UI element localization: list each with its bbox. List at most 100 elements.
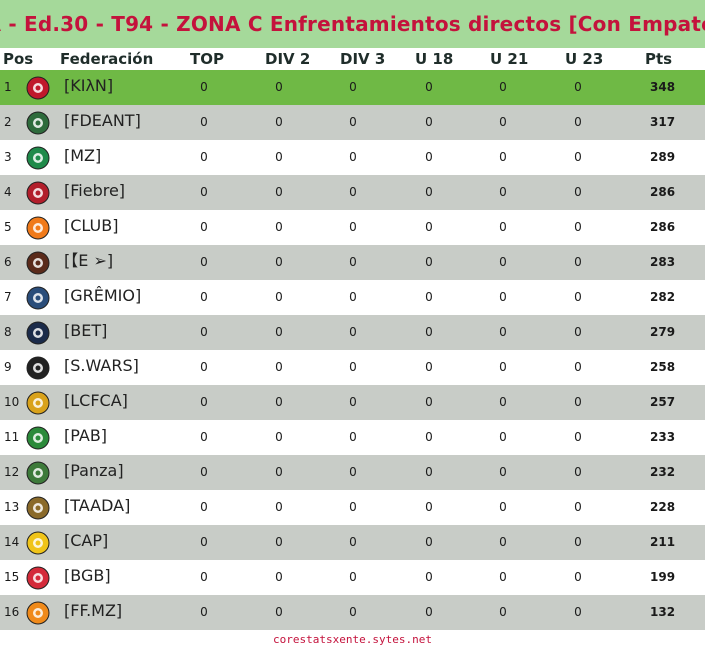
row-u21: 0 [499, 115, 507, 129]
row-federation: [CLUB] [64, 216, 119, 235]
row-federation: [Fiebre] [64, 181, 126, 200]
row-div3: 0 [349, 115, 357, 129]
table-row[interactable]: 10 [LCFCA] 0 0 0 0 0 0 257 [0, 385, 705, 420]
header-pos: Pos [3, 50, 34, 68]
row-position: 9 [4, 360, 12, 374]
row-top: 0 [200, 395, 208, 409]
row-position: 11 [4, 430, 20, 444]
row-u23: 0 [574, 255, 582, 269]
row-position: 6 [4, 255, 12, 269]
row-u21: 0 [499, 605, 507, 619]
row-div2: 0 [275, 500, 283, 514]
table-row[interactable]: 3 [MZ] 0 0 0 0 0 0 289 [0, 140, 705, 175]
row-div3: 0 [349, 360, 357, 374]
row-u18: 0 [425, 115, 433, 129]
table-row[interactable]: 5 [CLUB] 0 0 0 0 0 0 286 [0, 210, 705, 245]
header-pts: Pts [645, 50, 673, 68]
row-points: 232 [650, 465, 676, 479]
row-u21: 0 [499, 465, 507, 479]
table-row[interactable]: 16 [FF.MZ] 0 0 0 0 0 0 132 [0, 595, 705, 630]
row-top: 0 [200, 325, 208, 339]
red-ball-icon [26, 181, 50, 205]
phoenix-icon [26, 601, 50, 625]
row-u21: 0 [499, 255, 507, 269]
row-div3: 0 [349, 290, 357, 304]
table-row[interactable]: 12 [Panza] 0 0 0 0 0 0 232 [0, 455, 705, 490]
row-u18: 0 [425, 360, 433, 374]
row-u23: 0 [574, 605, 582, 619]
row-u21: 0 [499, 570, 507, 584]
row-u21: 0 [499, 220, 507, 234]
row-u21: 0 [499, 290, 507, 304]
row-u18: 0 [425, 80, 433, 94]
trooper-icon [26, 356, 50, 380]
row-u23: 0 [574, 465, 582, 479]
row-federation: [FF.MZ] [64, 601, 123, 620]
row-federation: [GRÊMIO] [64, 286, 142, 305]
table-header: Pos Federación TOP DIV 2 DIV 3 U 18 U 21… [0, 48, 705, 70]
row-u23: 0 [574, 185, 582, 199]
row-div2: 0 [275, 80, 283, 94]
row-u18: 0 [425, 605, 433, 619]
gold-shield-icon [26, 391, 50, 415]
row-u21: 0 [499, 150, 507, 164]
table-row[interactable]: 6 [【E ➢] 0 0 0 0 0 0 283 [0, 245, 705, 280]
row-top: 0 [200, 115, 208, 129]
striped-shield-icon [26, 531, 50, 555]
row-u23: 0 [574, 290, 582, 304]
row-u23: 0 [574, 570, 582, 584]
row-u18: 0 [425, 255, 433, 269]
row-points: 228 [650, 500, 676, 514]
row-div3: 0 [349, 430, 357, 444]
row-points: 317 [650, 115, 676, 129]
header-federacion: Federación [60, 50, 154, 68]
green-badge-icon [26, 461, 50, 485]
row-u21: 0 [499, 395, 507, 409]
row-u23: 0 [574, 150, 582, 164]
row-u18: 0 [425, 150, 433, 164]
row-u21: 0 [499, 430, 507, 444]
row-top: 0 [200, 255, 208, 269]
page-title: DA - Ed.30 - T94 - ZONA C Enfrentamiento… [0, 12, 705, 36]
row-div3: 0 [349, 535, 357, 549]
row-u21: 0 [499, 360, 507, 374]
row-div3: 0 [349, 465, 357, 479]
row-top: 0 [200, 465, 208, 479]
header-top: TOP [190, 50, 224, 68]
table-row[interactable]: 9 [S.WARS] 0 0 0 0 0 0 258 [0, 350, 705, 385]
row-points: 289 [650, 150, 676, 164]
row-u23: 0 [574, 220, 582, 234]
row-u21: 0 [499, 325, 507, 339]
table-row[interactable]: 1 [ΚΙλΝ] 0 0 0 0 0 0 348 [0, 70, 705, 105]
navy-badge-icon [26, 321, 50, 345]
table-row[interactable]: 15 [BGB] 0 0 0 0 0 0 199 [0, 560, 705, 595]
row-top: 0 [200, 150, 208, 164]
row-position: 2 [4, 115, 12, 129]
row-div2: 0 [275, 290, 283, 304]
row-position: 7 [4, 290, 12, 304]
row-u18: 0 [425, 220, 433, 234]
row-u23: 0 [574, 360, 582, 374]
row-top: 0 [200, 605, 208, 619]
row-u21: 0 [499, 500, 507, 514]
table-row[interactable]: 13 [TAADA] 0 0 0 0 0 0 228 [0, 490, 705, 525]
table-row[interactable]: 11 [PAB] 0 0 0 0 0 0 233 [0, 420, 705, 455]
row-federation: [CAP] [64, 531, 109, 550]
table-row[interactable]: 7 [GRÊMIO] 0 0 0 0 0 0 282 [0, 280, 705, 315]
green-diamond-icon [26, 146, 50, 170]
table-row[interactable]: 8 [BET] 0 0 0 0 0 0 279 [0, 315, 705, 350]
green-shield-icon [26, 111, 50, 135]
row-div2: 0 [275, 570, 283, 584]
row-position: 13 [4, 500, 20, 514]
row-position: 1 [4, 80, 12, 94]
table-row[interactable]: 14 [CAP] 0 0 0 0 0 0 211 [0, 525, 705, 560]
table-row[interactable]: 4 [Fiebre] 0 0 0 0 0 0 286 [0, 175, 705, 210]
row-federation: [BGB] [64, 566, 111, 585]
row-div2: 0 [275, 395, 283, 409]
row-div2: 0 [275, 465, 283, 479]
row-federation: [LCFCA] [64, 391, 128, 410]
row-top: 0 [200, 535, 208, 549]
row-top: 0 [200, 570, 208, 584]
table-row[interactable]: 2 [FDEANT] 0 0 0 0 0 0 317 [0, 105, 705, 140]
footer-link[interactable]: corestatsxente.sytes.net [273, 633, 432, 646]
